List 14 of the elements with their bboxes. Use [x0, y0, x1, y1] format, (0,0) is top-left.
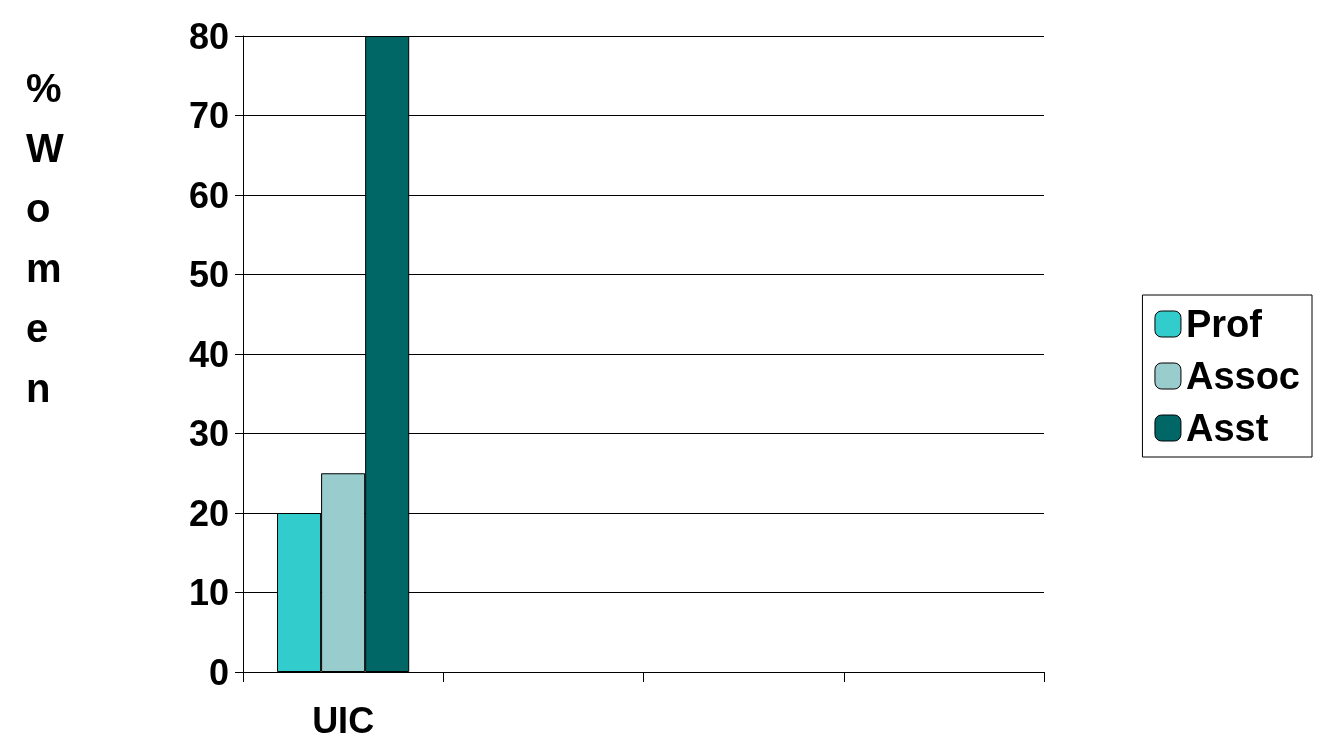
y-tick-label: 40: [188, 333, 229, 375]
y-tick-label: 0: [208, 651, 229, 693]
y-tick-label: 50: [188, 254, 229, 295]
y-tick-label: 60: [188, 174, 229, 216]
legend-label: Assoc: [1185, 355, 1301, 397]
y-tick-label: 80: [188, 15, 229, 57]
y-tick-label: 30: [188, 413, 229, 454]
y-tick-label: 20: [188, 492, 229, 534]
x-tick-label: UIC: [312, 699, 375, 741]
y-tick-label: 10: [188, 572, 229, 613]
legend-label: Asst: [1185, 407, 1269, 449]
y-axis-title: % Women: [26, 66, 64, 410]
y-tick-label: 70: [188, 95, 229, 136]
legend-label: Prof: [1185, 303, 1263, 345]
